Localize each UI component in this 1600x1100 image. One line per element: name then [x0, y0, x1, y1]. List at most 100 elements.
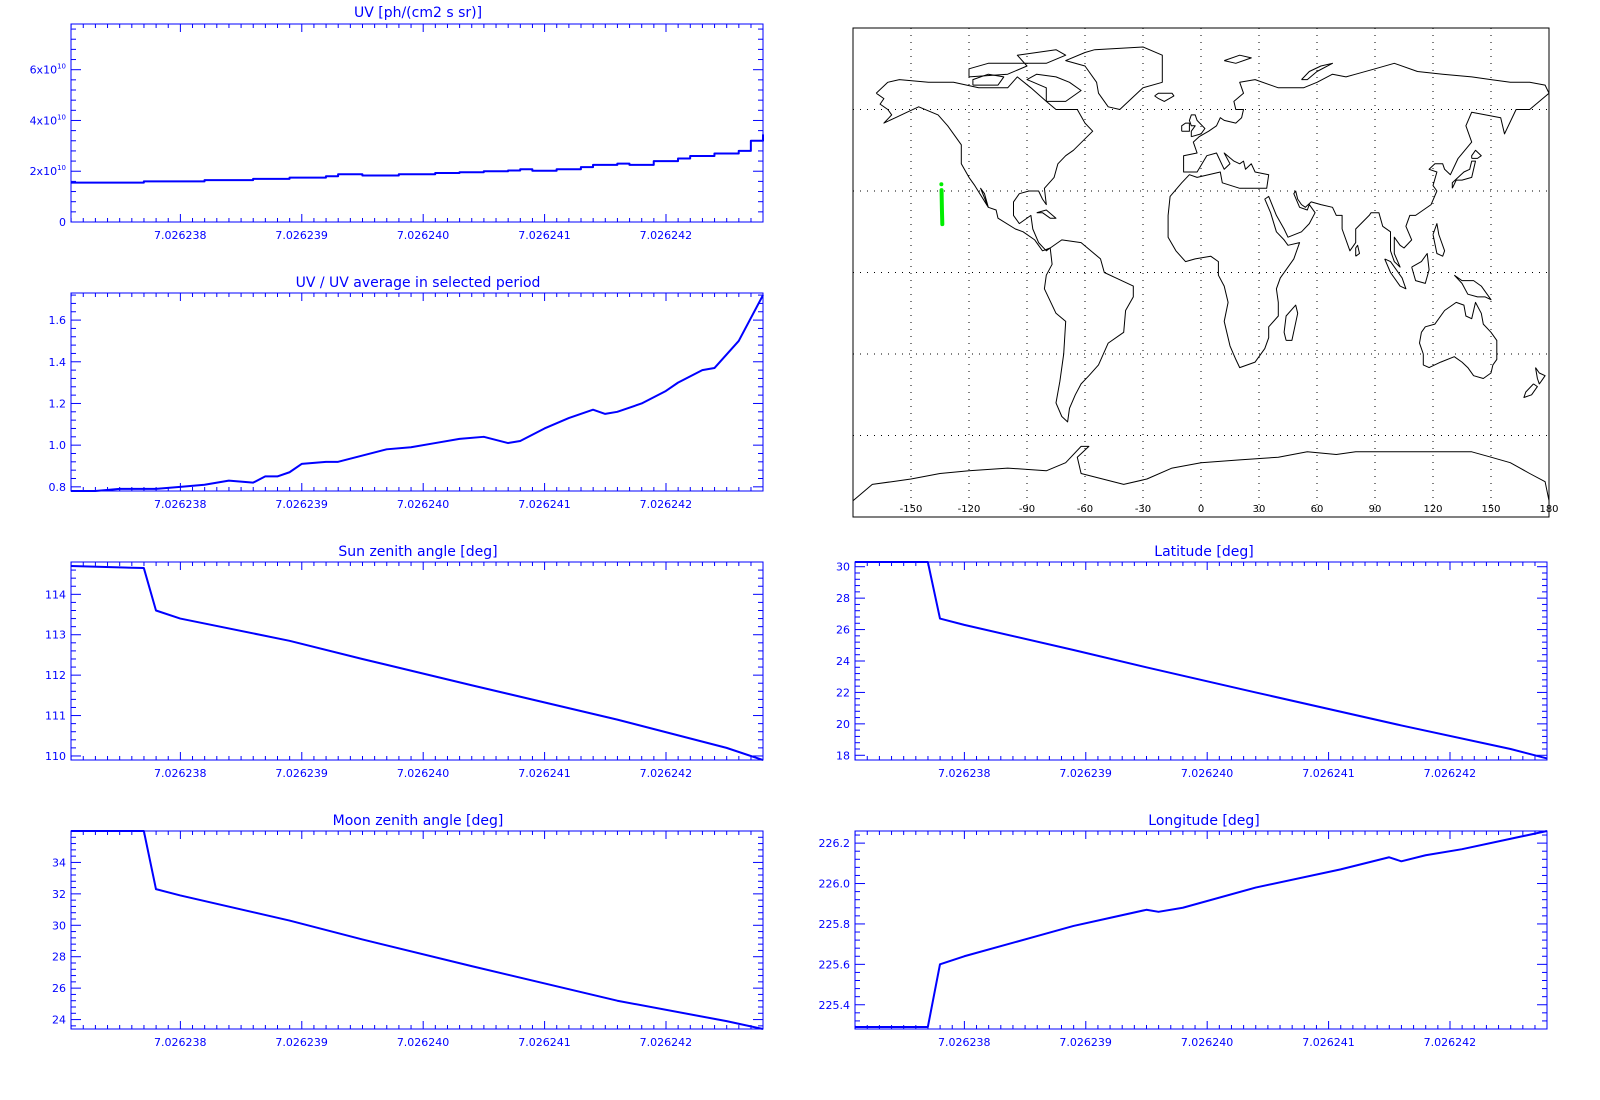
- sunzen-y-tick-label: 111: [45, 710, 66, 723]
- map-frame: [852, 27, 1550, 518]
- moonzen-y-tick-label: 32: [52, 888, 66, 901]
- coastline-baffin: [1026, 73, 1082, 102]
- coastline-new-zealand-north: [1535, 367, 1546, 385]
- uvratio-x-tick-label: 7.026240: [397, 498, 450, 511]
- uvratio-y-tick-label: 1.6: [49, 314, 67, 327]
- lon-x-tick-label: 7.026242: [1424, 1036, 1477, 1049]
- coastline-north-america: [875, 76, 1094, 252]
- coastline-greenland: [1065, 46, 1163, 110]
- coastline-antarctica: [852, 445, 1550, 502]
- lat-x-tick-label: 7.026242: [1424, 767, 1477, 780]
- map-lon-tick-label: 30: [1253, 504, 1266, 515]
- map-lon-tick-label: 120: [1423, 504, 1442, 515]
- sunzen-plot: 7.026238 7.026239 7.026240 7.026241 7.026242…: [45, 561, 764, 780]
- coastline-japan: [1451, 160, 1476, 189]
- lat-x-tick-label: 7.026241: [1302, 767, 1355, 780]
- uvratio-x-tick-label: 7.026242: [640, 498, 693, 511]
- lon-x-tick-label: 7.026238: [938, 1036, 991, 1049]
- sunzen-x-tick-label: 7.026242: [640, 767, 693, 780]
- uvratio-y-tick-label: 0.8: [49, 481, 67, 494]
- coastline-arctic-islands: [968, 49, 1067, 78]
- map-lon-tick-label: 180: [1539, 504, 1558, 515]
- uv-y-tick-label: 0: [59, 216, 66, 229]
- uv-plot: 7.026238 7.026239 7.026240 7.026241 7.026242…: [30, 23, 764, 242]
- lon-y-tick-label: 226.2: [819, 837, 851, 850]
- sunzen-series-line: [70, 565, 764, 761]
- map-lon-tick-label: 0: [1198, 504, 1204, 515]
- lon-x-tick-label: 7.026240: [1181, 1036, 1234, 1049]
- sunzen-x-tick-label: 7.026241: [518, 767, 571, 780]
- moonzen-plot: 7.026238 7.026239 7.026240 7.026241 7.026242…: [52, 830, 764, 1049]
- lon-y-tick-label: 225.8: [819, 918, 851, 931]
- uv-x-tick-label: 7.026239: [275, 229, 328, 242]
- sunzen-x-tick-label: 7.026239: [275, 767, 328, 780]
- lon-y-tick-label: 225.4: [819, 999, 851, 1012]
- coastline-svalbard: [1224, 54, 1252, 64]
- map-lon-tick-label: -150: [900, 504, 923, 515]
- coastline-sri-lanka: [1355, 244, 1360, 257]
- moonzen-y-tick-label: 34: [52, 856, 66, 869]
- lat-title: Latitude [deg]: [1154, 544, 1253, 560]
- lat-y-tick-label: 26: [836, 624, 850, 637]
- lat-y-tick-label: 24: [836, 655, 850, 668]
- moonzen-x-tick-label: 7.026242: [640, 1036, 693, 1049]
- coastline-australia: [1419, 301, 1498, 379]
- coastline-borneo: [1411, 253, 1430, 284]
- uvratio-frame: [70, 292, 764, 492]
- moonzen-x-tick-label: 7.026239: [275, 1036, 328, 1049]
- uv-x-tick-label: 7.026241: [518, 229, 571, 242]
- lat-y-tick-label: 28: [836, 592, 850, 605]
- lon-frame: [854, 830, 1548, 1030]
- sunzen-y-tick-label: 112: [45, 669, 66, 682]
- map-lon-tick-label: -30: [1135, 504, 1151, 515]
- uv-y-tick-label: 2x1010: [30, 164, 66, 178]
- lat-x-tick-label: 7.026239: [1059, 767, 1112, 780]
- uvratio-x-tick-label: 7.026241: [518, 498, 571, 511]
- lon-y-tick-label: 225.6: [819, 958, 851, 971]
- uv-y-tick-label: 6x1010: [30, 63, 66, 77]
- lon-y-tick-label: 226.0: [819, 878, 851, 891]
- lon-title: Longitude [deg]: [1148, 813, 1259, 829]
- moonzen-x-tick-label: 7.026241: [518, 1036, 571, 1049]
- sunzen-x-tick-label: 7.026238: [154, 767, 207, 780]
- lat-x-tick-label: 7.026240: [1181, 767, 1234, 780]
- map-lon-tick-label: -120: [958, 504, 981, 515]
- map-lon-tick-label: 60: [1311, 504, 1324, 515]
- coastline-iceland: [1154, 92, 1175, 102]
- uv-x-tick-label: 7.026238: [154, 229, 207, 242]
- uvratio-x-tick-label: 7.026239: [275, 498, 328, 511]
- lon-x-tick-label: 7.026241: [1302, 1036, 1355, 1049]
- sunzen-y-tick-label: 113: [45, 629, 66, 642]
- lat-series-line: [855, 561, 1548, 760]
- map-lon-tick-label: 150: [1481, 504, 1500, 515]
- coastline-cuba: [1036, 209, 1057, 219]
- coastline-novaya-zemlya: [1301, 62, 1333, 81]
- lat-x-tick-label: 7.026238: [938, 767, 991, 780]
- map-lon-tick-label: 90: [1369, 504, 1382, 515]
- uv-y-tick-label: 4x1010: [30, 113, 66, 127]
- moonzen-y-tick-label: 28: [52, 951, 66, 964]
- uvratio-y-tick-label: 1.4: [49, 356, 67, 369]
- lat-y-tick-label: 30: [836, 561, 850, 574]
- coastline-ireland: [1181, 122, 1190, 132]
- lon-plot: 7.026238 7.026239 7.026240 7.026241 7.026242…: [819, 830, 1548, 1049]
- lat-frame: [854, 561, 1548, 761]
- coastline-south-america: [1043, 239, 1134, 423]
- coastline-victoria-island: [972, 73, 1005, 86]
- uv-title: UV [ph/(cm2 s sr)]: [354, 5, 482, 21]
- lat-y-tick-label: 20: [836, 718, 850, 731]
- sunzen-y-tick-label: 110: [45, 750, 66, 763]
- coastline-sumatra: [1384, 258, 1407, 290]
- coastline-hokkaido: [1471, 149, 1482, 159]
- uvratio-plot: 7.026238 7.026239 7.026240 7.026241 7.026242…: [49, 292, 764, 511]
- uv-series-line: [71, 134, 764, 184]
- moonzen-x-tick-label: 7.026240: [397, 1036, 450, 1049]
- coastline-new-guinea: [1453, 274, 1492, 301]
- track-start-marker: [939, 182, 944, 187]
- uvratio-x-tick-label: 7.026238: [154, 498, 207, 511]
- uv-x-tick-label: 7.026242: [640, 229, 693, 242]
- sunzen-title: Sun zenith angle [deg]: [338, 544, 497, 560]
- satellite-track: [939, 188, 945, 227]
- uvratio-y-tick-label: 1.2: [49, 397, 67, 410]
